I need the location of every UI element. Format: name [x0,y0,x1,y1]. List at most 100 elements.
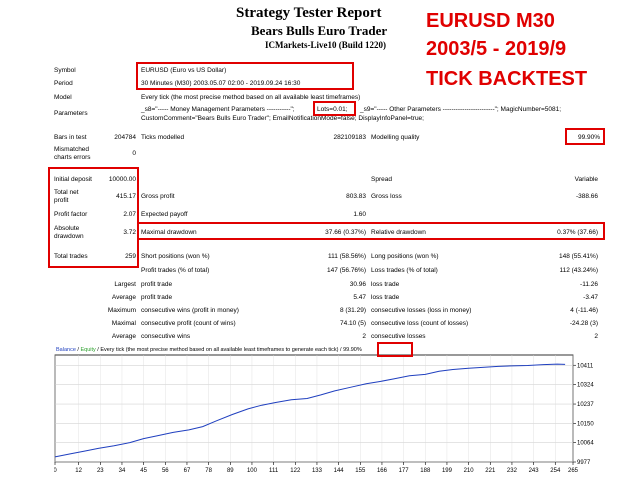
rel-drawdown-label: Relative drawdown [371,229,426,236]
average2-label: Average [111,333,136,340]
chart-x-tick-label: 210 [464,468,475,474]
chart-x-tick-label: 100 [247,468,258,474]
chart-x-tick-label: 133 [312,468,323,474]
chart-x-tick-label: 254 [550,468,561,474]
chart-plot-area [54,354,574,463]
chart-x-tick-label: 23 [97,468,104,474]
legend-equity: Equity [80,347,96,353]
chart-x-tick-label: 155 [355,468,366,474]
overlay-symbol-timeframe: EURUSD M30 [426,10,555,32]
legend-balance: Balance [56,347,76,353]
maximal-cons-loss-value: -24.28 (3) [569,320,598,327]
parameters-label: Parameters [54,110,88,117]
chart-x-tick-label: 177 [399,468,410,474]
max-cons-losses-label: consecutive losses (loss in money) [371,307,472,314]
chart-y-tick-label: 10237 [577,402,594,408]
net-profit-label-2: profit [54,197,69,204]
short-positions-value: 111 (58.56%) [327,253,366,260]
expected-payoff-label: Expected payoff [141,211,188,218]
average-profit-value: 5.47 [353,294,366,301]
parameters-line1-b: _s9="----- Other Parameters ------------… [360,106,562,113]
overlay-date-range: 2003/5 - 2019/9 [426,38,567,60]
largest-profit-label: profit trade [141,281,173,288]
largest-profit-value: 30.96 [349,281,366,288]
average-loss-value: -3.47 [583,294,598,301]
bars-label: Bars in test [54,134,87,141]
rel-drawdown-value: 0.37% (37.66) [557,229,598,236]
total-trades-label: Total trades [54,253,88,260]
max-drawdown-value: 37.66 (0.37%) [325,229,366,236]
model-value: Every tick (the most precise method base… [141,94,361,101]
ticks-label: Ticks modelled [141,134,185,141]
quality-value: 99.90% [577,134,600,141]
profit-factor-label: Profit factor [54,211,88,218]
spread-label: Spread [371,176,392,183]
loss-trades-value: 112 (43.24%) [559,267,598,274]
chart-x-tick-label: 188 [420,468,431,474]
abs-drawdown-value: 3.72 [123,229,136,236]
chart-x-tick-label: 45 [140,468,147,474]
max-drawdown-label: Maximal drawdown [141,229,197,236]
parameters-line1-a: _s8="----- Money Management Parameters -… [141,106,295,113]
chart-x-tick-label: 67 [184,468,191,474]
lots-highlight [313,101,356,116]
ticks-value: 282109183 [333,134,366,141]
average-profit-label: profit trade [141,294,173,301]
period-value: 30 Minutes (M30) 2003.05.07 02:00 - 2019… [141,80,301,87]
expected-payoff-value: 1.60 [353,211,366,218]
average-label: Average [111,294,136,301]
maximal-label: Maximal [111,320,136,327]
chart-x-tick-label: 12 [75,468,82,474]
maximal-cons-profit-label: consecutive profit (count of wins) [141,320,236,327]
gross-loss-label: Gross loss [371,193,402,200]
parameters-line2: CustomComment="Bears Bulls Euro Trader";… [141,115,424,122]
profit-factor-value: 2.07 [123,211,136,218]
avg-cons-wins-label: consecutive wins [141,333,191,340]
max-cons-wins-value: 8 (31.29) [339,307,366,314]
balance-chart: 9977 10064 10150 10237 10324 10411 0 12 23 34 45 56… [54,342,640,480]
chart-series-line-balance [54,363,566,458]
loss-trades-label: Loss trades (% of total) [371,267,438,274]
gross-loss-value: -388.66 [575,193,598,200]
chart-x-tick-label: 265 [568,468,579,474]
chart-legend: Balance / Equity / Every tick (the most … [56,347,362,353]
chart-x-tick-label: 243 [529,468,540,474]
abs-drawdown-label-1: Absolute [54,225,80,232]
largest-loss-label: loss trade [371,281,400,288]
largest-loss-value: -11.26 [580,281,598,288]
chart-y-tick-label: 9977 [577,460,591,466]
symbol-period-highlight [136,62,354,90]
avg-cons-losses-label: consecutive losses [371,333,426,340]
chart-x-tick-label: 221 [485,468,496,474]
balance-chart-svg: 9977 10064 10150 10237 10324 10411 0 12 23 34 45 56… [54,354,594,474]
symbol-value: EURUSD (Euro vs US Dollar) [141,67,227,74]
chart-y-tick-label: 10324 [577,383,594,389]
report-title: Strategy Tester Report [236,5,382,21]
legend-sep: / [75,347,81,353]
long-positions-value: 148 (55.41%) [558,253,598,260]
chart-x-tick-label: 0 [54,468,57,474]
net-profit-label-1: Total net [54,189,79,196]
gross-profit-value: 803.83 [346,193,366,200]
mismatched-value: 0 [132,150,136,157]
symbol-label: Symbol [54,67,76,74]
chart-x-tick-label: 232 [507,468,518,474]
model-label: Model [54,94,72,101]
chart-y-tick-label: 10150 [577,421,594,427]
quality-label: Modelling quality [371,134,420,141]
maximal-cons-loss-label: consecutive loss (count of losses) [371,320,469,327]
legend-quality: / 99.90% [340,347,362,353]
quality-highlight [565,128,605,145]
maximum-label: Maximum [107,307,136,314]
key-stats-highlight [48,167,139,268]
chart-x-tick-label: 144 [334,468,345,474]
chart-x-tick-label: 111 [269,468,279,474]
gross-profit-label: Gross profit [141,193,175,200]
largest-label: Largest [114,281,136,288]
drawdown-highlight [137,222,605,240]
chart-x-tick-label: 166 [377,468,388,474]
chart-x-tick-label: 34 [119,468,126,474]
avg-cons-wins-value: 2 [362,333,366,340]
legend-description: / Every tick (the most precise method ba… [95,347,339,353]
chart-y-tick-label: 10411 [577,363,594,369]
